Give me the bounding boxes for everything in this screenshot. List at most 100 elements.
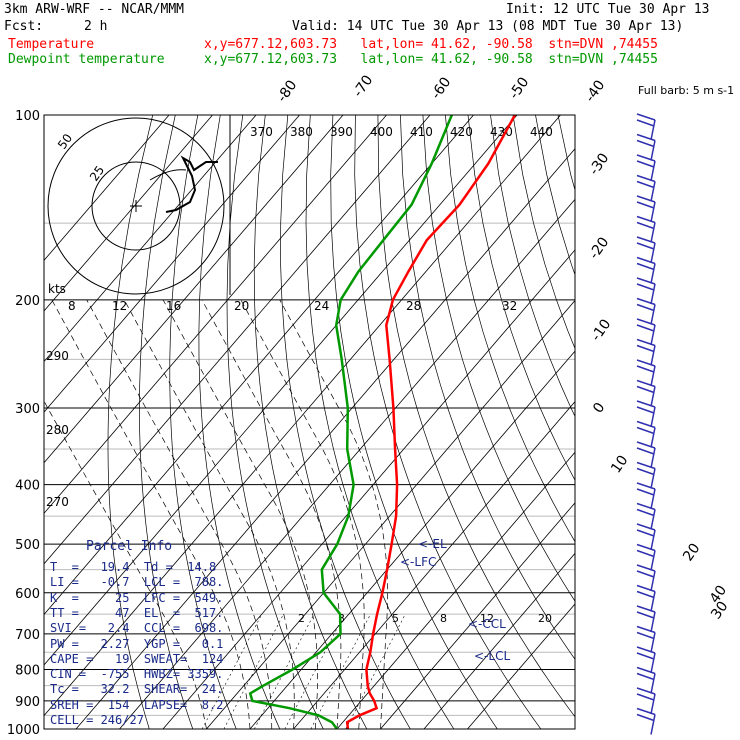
wind-barb-flag xyxy=(636,488,655,496)
pressure-tick-label: 1000 xyxy=(7,723,40,738)
wind-barb-flag xyxy=(636,441,656,449)
wind-barb-flag xyxy=(636,160,655,168)
isotherm-line xyxy=(119,198,575,729)
wind-barb xyxy=(650,693,656,715)
wind-barb-flag xyxy=(636,215,656,224)
dry-adiabat xyxy=(169,115,237,729)
dry-adiabat xyxy=(445,115,575,543)
parcel-info-row: SVI = 2.4 CCL = 698. xyxy=(50,621,224,636)
theta-e-label: 370 xyxy=(250,125,273,139)
wind-barb-flag xyxy=(636,236,656,244)
theta-e-label: 420 xyxy=(450,125,473,139)
hodograph-trace xyxy=(165,155,218,213)
wind-barb-flag xyxy=(636,605,656,613)
forecast-label: Fcst: xyxy=(4,19,44,34)
wind-barb-flag xyxy=(636,133,656,142)
wind-barb-flag xyxy=(636,447,655,455)
wind-barb-flag xyxy=(636,652,655,660)
wind-barb-flag xyxy=(636,297,656,306)
wind-barb-flag xyxy=(636,180,655,189)
hodograph-speed-label: 24 xyxy=(314,299,329,313)
parcel-info-row: Tc = 32.2 SHEAR= 24. xyxy=(50,682,224,697)
dry-adiabat xyxy=(603,115,740,729)
wind-barb-flag xyxy=(636,283,655,291)
wind-barb-flag xyxy=(636,590,655,599)
wind-barb xyxy=(650,509,656,530)
wind-barb-flag xyxy=(636,508,655,517)
forecast-hour: 2 h xyxy=(84,19,108,34)
wind-barb-flag xyxy=(636,174,656,183)
wind-barb-flag xyxy=(636,113,656,121)
theta-e-label: 440 xyxy=(530,125,553,139)
wind-barb xyxy=(650,570,656,592)
wind-barb-flag xyxy=(636,406,655,414)
wind-barb-flag xyxy=(636,549,655,558)
mixing-ratio-label: 8 xyxy=(440,612,447,625)
wind-barb xyxy=(650,406,656,428)
isotherm-line xyxy=(336,451,575,729)
dry-adiabat xyxy=(377,115,575,718)
wind-barb-flag xyxy=(636,318,656,326)
mixing-ratio-label: 3 xyxy=(338,612,345,625)
dry-adiabat xyxy=(354,115,542,729)
wind-barb xyxy=(650,427,656,448)
isotherm-label: -60 xyxy=(428,74,454,102)
hodograph-unit-label: kts xyxy=(48,282,66,296)
wind-barb xyxy=(650,447,656,469)
hodograph-ring xyxy=(91,161,181,251)
parcel-marker-label: <-CCL xyxy=(468,617,506,631)
parcel-info-row: CELL = 246/27 xyxy=(50,713,144,727)
isotherm-line xyxy=(44,115,213,312)
wind-barb xyxy=(650,304,656,325)
dry-adiabat xyxy=(305,115,455,729)
theta-e-label: 380 xyxy=(290,125,313,139)
isotherm-line xyxy=(44,115,518,666)
isotherm-line xyxy=(75,148,575,729)
wind-barb-flag xyxy=(636,543,656,552)
wind-barb-flag xyxy=(636,400,656,408)
wind-barb-flag xyxy=(636,420,656,429)
wind-barb-flag xyxy=(636,195,656,203)
wind-barb-flag xyxy=(636,564,656,572)
isotherm-label: -20 xyxy=(586,234,612,262)
moist-adiabat xyxy=(123,299,295,729)
theta-e-label: 390 xyxy=(330,125,353,139)
wind-barb xyxy=(650,591,656,612)
mixing-ratio-line xyxy=(201,613,263,729)
isotherm-line xyxy=(44,115,170,262)
wind-barb xyxy=(650,140,656,161)
isotherm-line xyxy=(44,115,387,514)
wind-barb-flag xyxy=(636,277,656,285)
isotherm-line xyxy=(44,115,474,616)
hodograph-speed-label: 28 xyxy=(406,299,421,313)
wind-barb xyxy=(650,222,656,243)
wind-barb xyxy=(650,529,656,551)
isotherm-line xyxy=(206,299,575,729)
isotherm-label: 0 xyxy=(590,400,608,416)
wind-barb-flag xyxy=(636,365,655,373)
isotherm-label: 10 xyxy=(608,453,631,477)
parcel-info-row: SREH = 154 LAPSE= 8.2 xyxy=(50,697,224,712)
wind-barb-flag xyxy=(636,338,656,347)
wind-barb xyxy=(650,181,656,202)
moist-adiabat xyxy=(279,299,388,729)
mixing-ratio-label: 2 xyxy=(298,612,305,625)
moist-adiabat xyxy=(51,299,251,729)
wind-barb-flag xyxy=(636,502,656,511)
dewpoint-legend-label: Dewpoint temperature xyxy=(8,52,165,67)
wind-barb xyxy=(650,263,656,284)
dry-adiabat xyxy=(280,115,411,729)
theta-label: 270 xyxy=(46,495,69,509)
isotherm-line xyxy=(162,249,575,729)
wind-barb-flag xyxy=(636,221,655,230)
dry-adiabat xyxy=(330,115,498,729)
wind-barb-flag xyxy=(636,570,655,578)
mixing-ratio-line xyxy=(284,613,345,729)
isotherm-label: -70 xyxy=(350,72,376,100)
wind-barb-flag xyxy=(636,344,655,353)
hodograph-ring xyxy=(47,117,225,295)
wind-barb-flag xyxy=(636,385,655,394)
moist-adiabat xyxy=(201,299,342,729)
wind-barb-flag xyxy=(636,625,656,634)
wind-barb-flag xyxy=(636,611,655,619)
